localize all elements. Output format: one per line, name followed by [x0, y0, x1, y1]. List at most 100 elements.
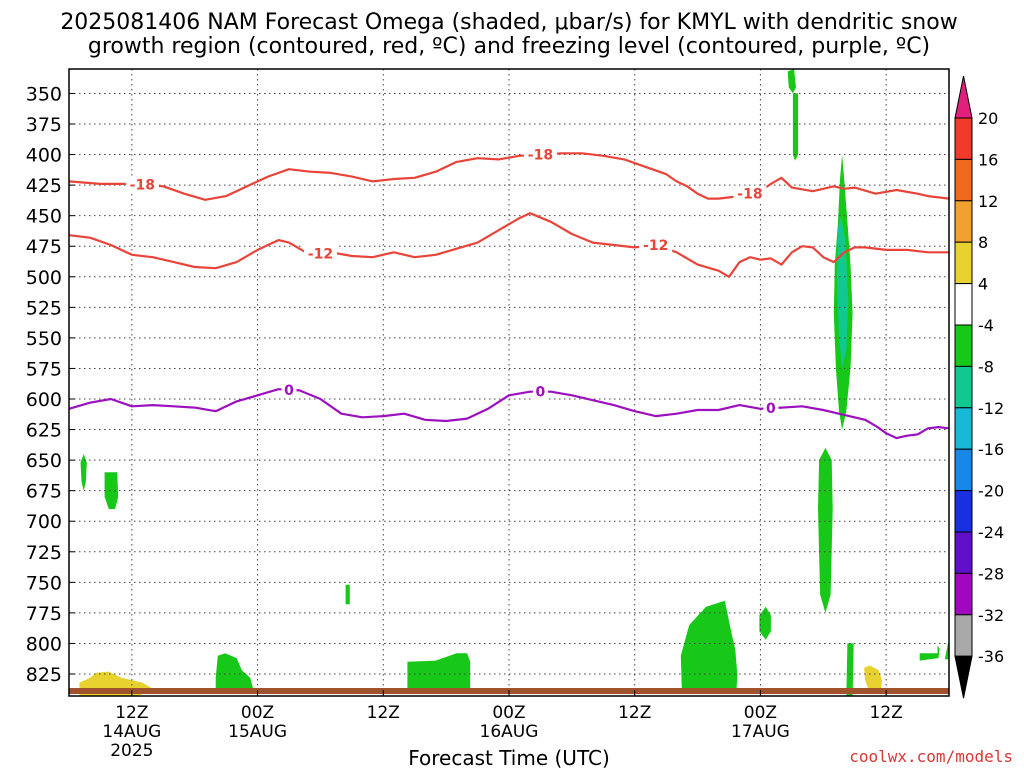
colorbar-label: -16	[978, 440, 1004, 459]
contour-label: -12	[643, 238, 668, 254]
omega-region-5	[407, 653, 471, 690]
colorbar-label: 16	[978, 150, 998, 169]
colorbar-label: -28	[978, 564, 1004, 583]
x-tick-date: 14AUG	[102, 722, 161, 742]
x-tick-label: 12Z	[115, 703, 148, 723]
x-tick-label: 12Z	[367, 703, 400, 723]
colorbar-label: -32	[978, 606, 1004, 625]
y-tick-label: 550	[26, 328, 62, 350]
colorbar-swatch	[954, 365, 973, 409]
contour-dgz_-18	[68, 152, 950, 201]
plot-background	[69, 69, 949, 696]
colorbar-label: -24	[978, 523, 1004, 542]
y-tick-label: 825	[26, 664, 62, 686]
y-tick-label: 625	[26, 420, 62, 442]
colorbar-swatch	[954, 158, 973, 202]
contour-lines: -18 -18 -18 -12 -12 0 0 0	[68, 146, 950, 440]
colorbar-swatch	[954, 572, 973, 616]
colorbar-label: 8	[978, 233, 988, 252]
y-axis: 350 375 400 425 450 475 500 525 550 575 600 625 650 6…	[26, 83, 75, 686]
colorbar-swatch	[954, 283, 973, 326]
omega-region-4	[345, 584, 350, 605]
credit-text: coolwx.com/models	[849, 747, 1013, 766]
colorbar-label: 20	[978, 109, 998, 128]
contour-label-bg	[523, 146, 557, 163]
colorbar-label: 4	[978, 275, 988, 294]
omega-region-8	[787, 69, 796, 94]
contour-label-bg	[281, 381, 297, 398]
x-tick-date: 15AUG	[228, 722, 287, 742]
x-tick-date: 17AUG	[731, 722, 790, 742]
contour-label: -18	[528, 148, 553, 164]
colorbar-label: 12	[978, 192, 998, 211]
contour-freezing_level_0	[68, 388, 950, 440]
colorbar-swatch	[954, 407, 973, 450]
omega-region-7	[759, 606, 771, 640]
y-tick-label: 500	[26, 267, 62, 289]
omega-region-2	[104, 472, 119, 509]
colorbar-swatch	[954, 241, 973, 285]
colorbar-top-arrow	[954, 75, 973, 119]
y-tick-label: 350	[26, 83, 62, 105]
colorbar-swatch	[954, 448, 973, 492]
y-tick-label: 650	[26, 450, 62, 472]
y-tick-label: 525	[26, 297, 62, 319]
x-tick-label: 00Z	[744, 703, 777, 723]
colorbar-bottom-arrow	[954, 655, 973, 699]
contour-label-bg	[733, 185, 767, 202]
omega-region-14	[944, 643, 949, 660]
contour-label: -12	[308, 247, 333, 263]
contour-label: -18	[130, 178, 155, 194]
contour-label: -18	[737, 187, 762, 203]
y-tick-label: 450	[26, 206, 62, 228]
colorbar-label: -20	[978, 482, 1004, 501]
omega-region-16	[864, 665, 882, 693]
colorbar: 20 16 12 8 4 -4 -8 -12 -16 -20 -24 -28 -32 -36	[954, 75, 1004, 699]
omega-region-3	[215, 653, 254, 690]
contour-label: 0	[766, 401, 776, 417]
x-tick-label: 12Z	[618, 703, 651, 723]
contour-label: 0	[536, 385, 546, 401]
colorbar-swatch	[954, 531, 973, 574]
x-tick-label: 00Z	[492, 703, 525, 723]
x-axis-title: Forecast Time (UTC)	[408, 746, 610, 768]
y-tick-label: 425	[26, 175, 62, 197]
colorbar-label: -36	[978, 647, 1004, 666]
chart-title-line2: growth region (contoured, red, ºC) and f…	[88, 34, 930, 59]
colorbar-label: -4	[978, 316, 994, 335]
y-tick-label: 400	[26, 145, 62, 167]
x-tick-date: 16AUG	[480, 722, 539, 742]
x-tick-label: 12Z	[870, 703, 903, 723]
x-tick-label: 00Z	[241, 703, 274, 723]
omega-region-12	[836, 215, 849, 369]
y-tick-label: 775	[26, 603, 62, 625]
x-tick-year: 2025	[110, 741, 153, 761]
y-tick-label: 725	[26, 542, 62, 564]
omega-region-9	[792, 93, 799, 161]
y-tick-label: 475	[26, 236, 62, 258]
contour-dgz_-12	[68, 212, 949, 278]
colorbar-swatch	[954, 614, 973, 657]
omega-region-10	[818, 447, 833, 613]
chart-title-line1: 2025081406 NAM Forecast Omega (shaded, μ…	[60, 10, 957, 35]
colorbar-swatch	[954, 324, 973, 367]
contour-label: 0	[284, 383, 294, 399]
y-tick-label: 575	[26, 358, 62, 380]
omega-region-6	[680, 600, 738, 693]
y-tick-label: 375	[26, 114, 62, 136]
contour-label-bg	[763, 400, 779, 417]
contour-label-bg	[125, 176, 159, 193]
contour-label-bg	[532, 383, 548, 400]
grid-lines	[69, 69, 949, 696]
y-tick-label: 800	[26, 633, 62, 655]
contour-label-bg	[639, 237, 673, 253]
omega-region-0	[846, 643, 854, 696]
colorbar-label: -8	[978, 357, 994, 376]
y-tick-label: 600	[26, 389, 62, 411]
y-tick-label: 700	[26, 511, 62, 533]
colorbar-swatch	[954, 117, 973, 160]
omega-region-1	[80, 454, 87, 491]
contour-label-bg	[303, 245, 337, 262]
